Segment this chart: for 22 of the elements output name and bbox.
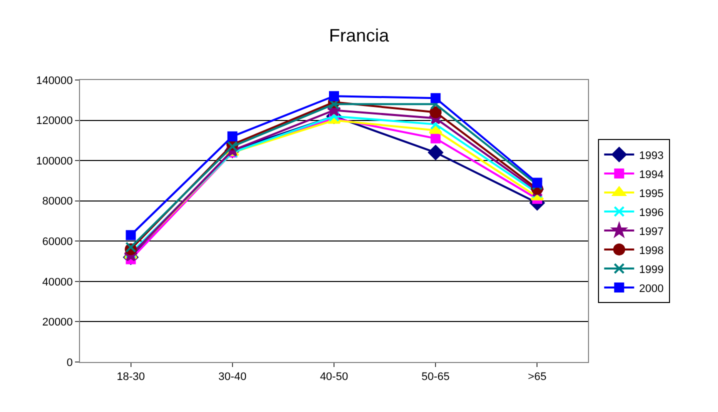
y-tick-label: 100000 bbox=[36, 155, 73, 168]
y-tick-label: 60000 bbox=[42, 236, 73, 248]
x-tick-label: 30-40 bbox=[218, 371, 246, 384]
legend-label: 1997 bbox=[639, 226, 664, 238]
x-tick-label: >65 bbox=[528, 371, 547, 384]
y-tick-label: 20000 bbox=[42, 316, 73, 329]
legend-label: 1994 bbox=[639, 168, 664, 181]
y-tick-label: 120000 bbox=[36, 115, 73, 128]
legend-label: 1993 bbox=[639, 150, 664, 162]
x-tick-label: 18-30 bbox=[116, 371, 145, 384]
y-tick-label: 80000 bbox=[42, 196, 73, 208]
y-tick-label: 40000 bbox=[42, 276, 73, 288]
legend-label: 1999 bbox=[639, 264, 664, 276]
legend-label: 1998 bbox=[639, 244, 664, 257]
legend-label: 2000 bbox=[639, 282, 664, 295]
legend-label: 1995 bbox=[639, 188, 664, 200]
chart-title: Francia bbox=[328, 25, 390, 46]
x-tick-label: 40-50 bbox=[320, 371, 348, 384]
y-tick-label: 140000 bbox=[36, 74, 73, 87]
y-tick-label: 0 bbox=[66, 356, 73, 369]
legend-label: 1996 bbox=[639, 206, 664, 219]
x-tick-label: 50-65 bbox=[422, 371, 450, 384]
